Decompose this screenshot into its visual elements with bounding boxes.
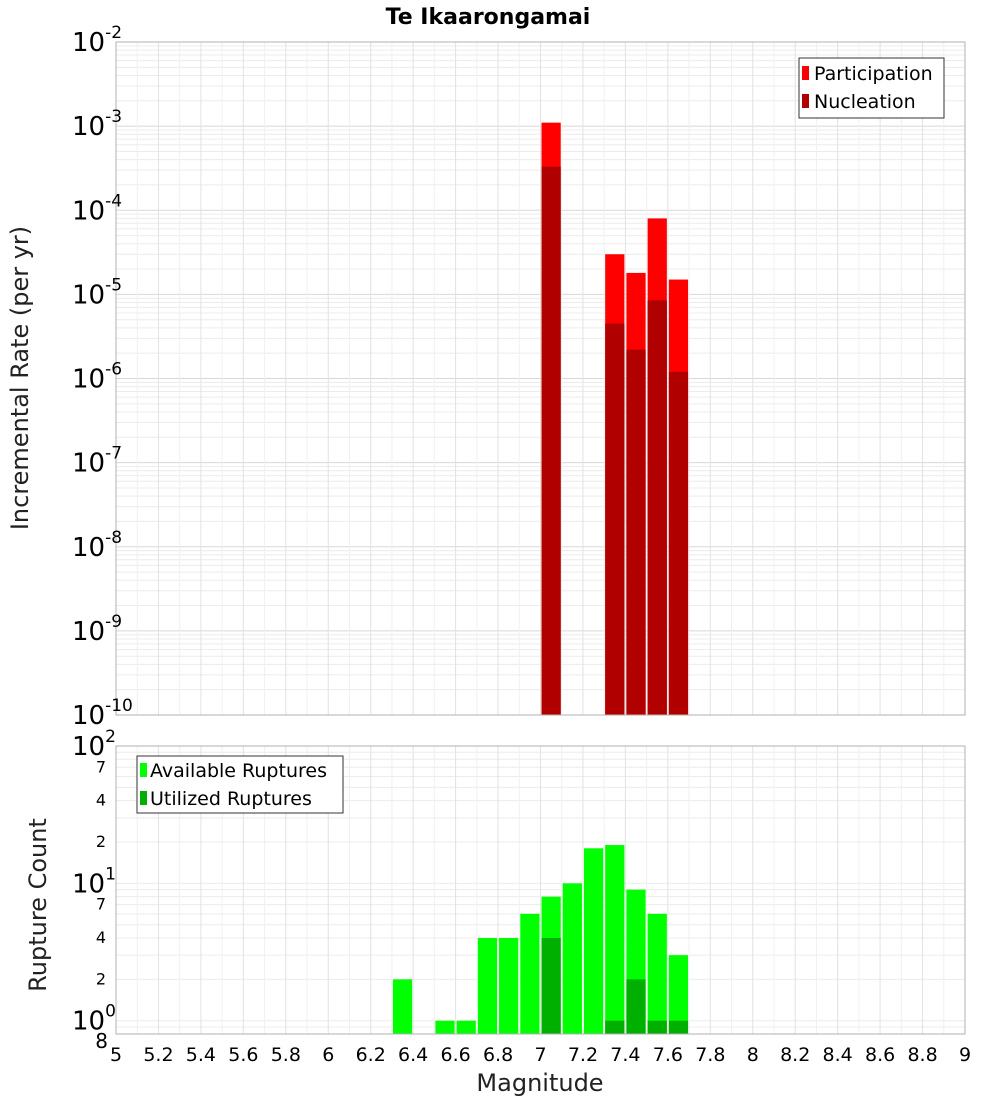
x-tick-label: 5.8 xyxy=(271,1044,301,1066)
x-tick-labels: 5 5.2 5.4 5.6 5.8 6 6.2 6.4 6.6 6.8 7 7.2 7.4 7.6 7.8 8… xyxy=(110,1044,971,1066)
x-tick-label: 6.4 xyxy=(398,1044,428,1066)
count-bar-utilized-ruptures-2 xyxy=(626,979,646,1034)
x-tick-label: 6 xyxy=(322,1044,334,1066)
count-bar-available-ruptures-7 xyxy=(562,883,582,1034)
x-tick-label: 8.6 xyxy=(865,1044,895,1066)
count-bar-available-ruptures-11 xyxy=(647,913,667,1034)
x-tick-label: 8 xyxy=(747,1044,759,1066)
legend-swatch-available-ruptures xyxy=(140,763,147,777)
x-tick-label: 7 xyxy=(534,1044,546,1066)
x-tick-label: 9 xyxy=(959,1044,971,1066)
top-y-tick-label: 10-2 xyxy=(72,23,122,58)
x-tick-label: 5 xyxy=(110,1044,122,1066)
count-bar-utilized-ruptures-0 xyxy=(541,938,561,1034)
count-bar-available-ruptures-2 xyxy=(456,1020,476,1034)
top-legend-box xyxy=(798,57,945,119)
bottom-y-edge-tick-label: 8 xyxy=(95,1029,108,1053)
x-axis-title: Magnitude xyxy=(476,1069,603,1097)
x-tick-label: 8.2 xyxy=(780,1044,810,1066)
bottom-y-axis-title: Rupture Count xyxy=(24,818,52,992)
legend-label-nucleation: Nucleation xyxy=(814,91,916,113)
top-y-tick-label: 10-8 xyxy=(72,528,122,563)
x-tick-label: 7.2 xyxy=(568,1044,598,1066)
top-legend: Participation Nucleation xyxy=(798,57,945,119)
legend-label-utilized-ruptures: Utilized Ruptures xyxy=(150,788,312,810)
top-y-tick-label: 10-9 xyxy=(72,612,122,647)
bottom-y-minor-tick-label: 4 xyxy=(96,928,106,947)
legend-label-available-ruptures: Available Ruptures xyxy=(150,760,327,782)
bottom-y-minor-tick-label: 7 xyxy=(96,757,106,776)
count-bar-available-ruptures-4 xyxy=(499,938,519,1034)
x-tick-label: 6.2 xyxy=(356,1044,386,1066)
top-gridlines xyxy=(115,42,966,716)
top-y-tick-label: 10-6 xyxy=(72,360,122,395)
bottom-plot-frame xyxy=(115,745,966,1035)
bottom-y-decade-tick-label: 100 xyxy=(72,1002,116,1037)
bottom-y-minor-tick-label: 7 xyxy=(96,895,106,914)
count-bar-utilized-ruptures-1 xyxy=(605,1020,625,1034)
count-bar-available-ruptures-0 xyxy=(392,979,413,1034)
legend-swatch-participation xyxy=(802,66,809,80)
bottom-y-minor-tick-label: 2 xyxy=(96,969,106,988)
bottom-y-minor-tick-label: 2 xyxy=(96,832,106,851)
top-y-tick-label: 10-4 xyxy=(72,191,122,226)
x-tick-label: 6.8 xyxy=(483,1044,513,1066)
bottom-y-minor-tick-label: 4 xyxy=(96,791,106,810)
rate-bar-nucleation-3 xyxy=(647,300,667,715)
bottom-y-decade-tick-label: 102 xyxy=(72,727,116,762)
top-y-tick-label: 10-7 xyxy=(72,444,122,479)
bottom-y-decade-tick-label: 101 xyxy=(72,864,116,899)
top-y-tick-label: 10-5 xyxy=(72,275,122,310)
count-bar-utilized-ruptures-4 xyxy=(668,1020,689,1034)
top-plot-frame xyxy=(115,41,966,716)
count-bar-utilized-ruptures-3 xyxy=(647,1020,667,1034)
count-bar-available-ruptures-5 xyxy=(520,913,540,1034)
top-y-tick-label: 10-10 xyxy=(72,696,133,731)
rate-bar-nucleation-2 xyxy=(626,349,646,715)
count-bar-available-ruptures-12 xyxy=(668,955,689,1034)
top-y-tick-labels: 10-10 10-9 10-8 10-7 10-6 10-5 10-4 10-3 10-2 xyxy=(72,23,133,731)
x-tick-label: 8.4 xyxy=(823,1044,853,1066)
top-y-tick-label: 10-3 xyxy=(72,107,122,142)
bottom-legend: Available Ruptures Utilized Ruptures xyxy=(136,755,344,814)
rate-bar-nucleation-0 xyxy=(541,166,561,716)
x-tick-label: 8.8 xyxy=(907,1044,937,1066)
chart-title: Te Ikaarongamai xyxy=(386,5,591,30)
x-tick-label: 5.2 xyxy=(143,1044,173,1066)
x-tick-label: 7.4 xyxy=(610,1044,640,1066)
count-bar-available-ruptures-1 xyxy=(435,1020,455,1034)
rate-bar-nucleation-4 xyxy=(668,371,689,715)
top-bars xyxy=(541,122,689,716)
legend-swatch-utilized-ruptures xyxy=(140,791,147,805)
bottom-legend-box xyxy=(136,755,344,814)
x-tick-label: 5.6 xyxy=(228,1044,258,1066)
x-tick-label: 7.8 xyxy=(695,1044,725,1066)
x-tick-label: 6.6 xyxy=(440,1044,470,1066)
legend-label-participation: Participation xyxy=(814,63,933,85)
bottom-y-tick-labels: 2 4 7 2 4 7 100 101 102 8 xyxy=(72,727,116,1053)
x-tick-label: 5.4 xyxy=(186,1044,216,1066)
top-y-axis-title: Incremental Rate (per yr) xyxy=(6,226,34,530)
rate-bar-nucleation-1 xyxy=(605,323,625,715)
x-tick-label: 7.6 xyxy=(653,1044,683,1066)
count-bar-available-ruptures-8 xyxy=(583,848,604,1034)
bottom-bars xyxy=(392,845,689,1034)
count-bar-available-ruptures-9 xyxy=(605,845,625,1034)
count-bar-available-ruptures-3 xyxy=(477,938,498,1034)
legend-swatch-nucleation xyxy=(802,94,809,108)
